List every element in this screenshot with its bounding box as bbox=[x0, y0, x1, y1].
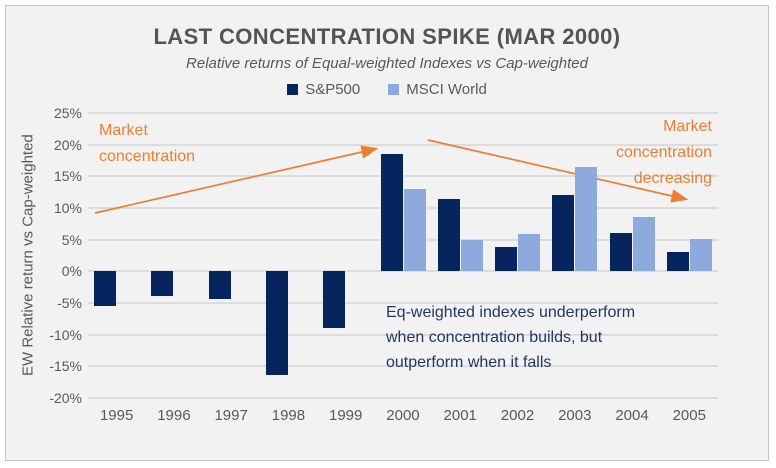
y-tick-label: -10% bbox=[49, 326, 82, 343]
gridline bbox=[88, 365, 718, 368]
gridline bbox=[88, 207, 718, 209]
bar-sp500-1998 bbox=[265, 271, 288, 375]
bar-sp500-1996 bbox=[151, 271, 174, 297]
bar-msciworld-2004 bbox=[632, 216, 655, 272]
x-axis-labels: 1995 1996 1997 1998 1999 2000 2001 2002 2003 2004… bbox=[88, 407, 718, 424]
gridline bbox=[88, 270, 718, 273]
msci-swatch-icon bbox=[388, 84, 400, 95]
x-tick-label: 2002 bbox=[500, 407, 535, 424]
annotation-market-concentration: Market concentration bbox=[99, 122, 196, 165]
y-axis-title: EW Relative return vs Cap-weighted bbox=[19, 134, 37, 377]
gridline bbox=[88, 397, 718, 399]
y-tick-labels: 25% 20% 15% 10% 5% 0% -5% -10% -15% -20% bbox=[42, 105, 88, 406]
chart-body: EW Relative return vs Cap-weighted 25% 20… bbox=[14, 105, 768, 424]
x-tick-label: 1997 bbox=[214, 407, 248, 424]
annotation-eq-weighted-note: Eq-weighted indexes underperform when co… bbox=[386, 304, 636, 371]
x-tick-label: 2001 bbox=[443, 407, 477, 424]
bar-sp500-2003 bbox=[552, 194, 575, 272]
y-tick-label: -20% bbox=[49, 390, 82, 406]
x-tick-label: 1995 bbox=[99, 407, 134, 424]
y-tick-label: 25% bbox=[53, 105, 82, 121]
gridline bbox=[88, 143, 718, 146]
bar-sp500-1997 bbox=[208, 271, 231, 300]
gridline bbox=[88, 333, 718, 336]
bar-msciworld-2001 bbox=[460, 239, 483, 272]
bar-sp500-2000 bbox=[380, 153, 403, 272]
gridline bbox=[88, 175, 718, 178]
gridline bbox=[88, 302, 718, 304]
x-tick-label: 1999 bbox=[329, 407, 363, 424]
plot-area: Market concentration Market concentratio… bbox=[88, 112, 718, 399]
x-tick-label: 2003 bbox=[558, 407, 592, 424]
bar-msciworld-2002 bbox=[518, 233, 541, 272]
y-tick-label: 10% bbox=[53, 200, 82, 216]
legend-item-sp500: S&P500 bbox=[287, 81, 360, 98]
gridline bbox=[88, 238, 718, 241]
bar-sp500-2005 bbox=[666, 252, 689, 272]
bar-sp500-2004 bbox=[609, 233, 632, 272]
x-tick-label: 1998 bbox=[271, 407, 306, 424]
bar-sp500-2001 bbox=[437, 199, 460, 272]
chart-frame: LAST CONCENTRATION SPIKE (MAR 2000) Rela… bbox=[5, 5, 769, 461]
y-tick-label: 20% bbox=[53, 136, 82, 153]
bar-msciworld-2003 bbox=[575, 167, 598, 272]
gridline bbox=[88, 112, 718, 114]
x-tick-label: 2004 bbox=[615, 407, 649, 424]
y-tick-label: -5% bbox=[57, 295, 82, 311]
bar-sp500-1999 bbox=[323, 271, 346, 329]
bar-msciworld-2000 bbox=[403, 189, 426, 272]
y-tick-label: 15% bbox=[53, 168, 82, 185]
bar-msciworld-2005 bbox=[689, 239, 712, 272]
bar-sp500-2002 bbox=[495, 246, 518, 272]
y-tick-label: -15% bbox=[49, 358, 82, 375]
sp500-swatch-icon bbox=[287, 84, 299, 95]
legend: S&P500 MSCI World bbox=[6, 81, 768, 98]
x-tick-label: 2005 bbox=[672, 407, 706, 424]
y-tick-label: 0% bbox=[61, 263, 82, 280]
plot-wrap: Market concentration Market concentratio… bbox=[88, 112, 718, 424]
legend-item-msci: MSCI World bbox=[388, 81, 487, 98]
chart-subtitle: Relative returns of Equal-weighted Index… bbox=[186, 55, 588, 72]
x-tick-label: 2000 bbox=[386, 407, 420, 424]
legend-label-sp500: S&P500 bbox=[305, 81, 361, 98]
x-tick-label: 1996 bbox=[157, 407, 191, 424]
chart-title: LAST CONCENTRATION SPIKE (MAR 2000) bbox=[153, 24, 621, 49]
y-tick-label: 5% bbox=[61, 231, 82, 248]
bar-sp500-1995 bbox=[94, 271, 117, 306]
annotation-concentration-decreasing: Market concentration decreasing bbox=[615, 118, 712, 187]
legend-label-msci: MSCI World bbox=[406, 81, 487, 98]
